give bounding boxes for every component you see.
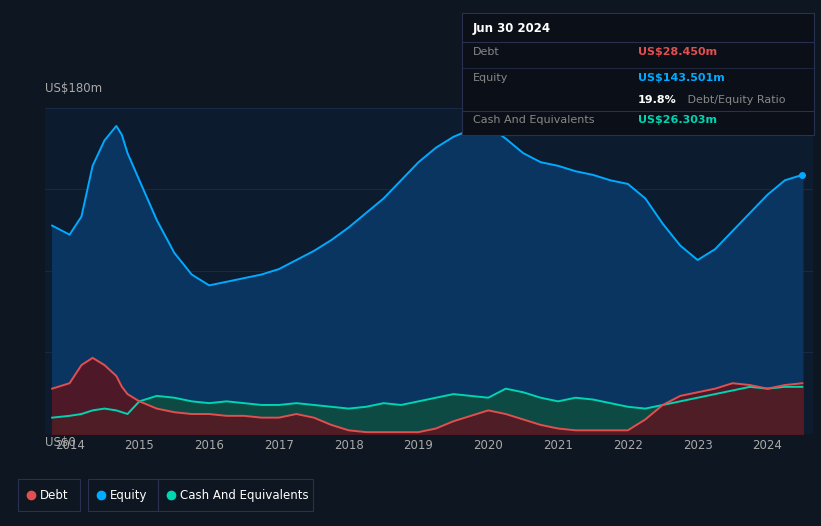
Text: US$143.501m: US$143.501m xyxy=(638,73,725,83)
Text: 19.8%: 19.8% xyxy=(638,95,677,105)
Text: Equity: Equity xyxy=(110,489,148,502)
Text: Jun 30 2024: Jun 30 2024 xyxy=(473,22,551,35)
Text: Cash And Equivalents: Cash And Equivalents xyxy=(473,116,594,126)
Bar xyxy=(88,479,158,511)
Text: Debt: Debt xyxy=(40,489,69,502)
Text: US$180m: US$180m xyxy=(45,82,103,95)
Bar xyxy=(18,479,80,511)
Text: Equity: Equity xyxy=(473,73,508,83)
Bar xyxy=(158,479,313,511)
Text: Cash And Equivalents: Cash And Equivalents xyxy=(180,489,309,502)
Text: US$28.450m: US$28.450m xyxy=(638,47,717,57)
Text: US$26.303m: US$26.303m xyxy=(638,116,717,126)
Text: Debt/Equity Ratio: Debt/Equity Ratio xyxy=(684,95,785,105)
Text: US$0: US$0 xyxy=(45,436,76,449)
Text: Debt: Debt xyxy=(473,47,499,57)
